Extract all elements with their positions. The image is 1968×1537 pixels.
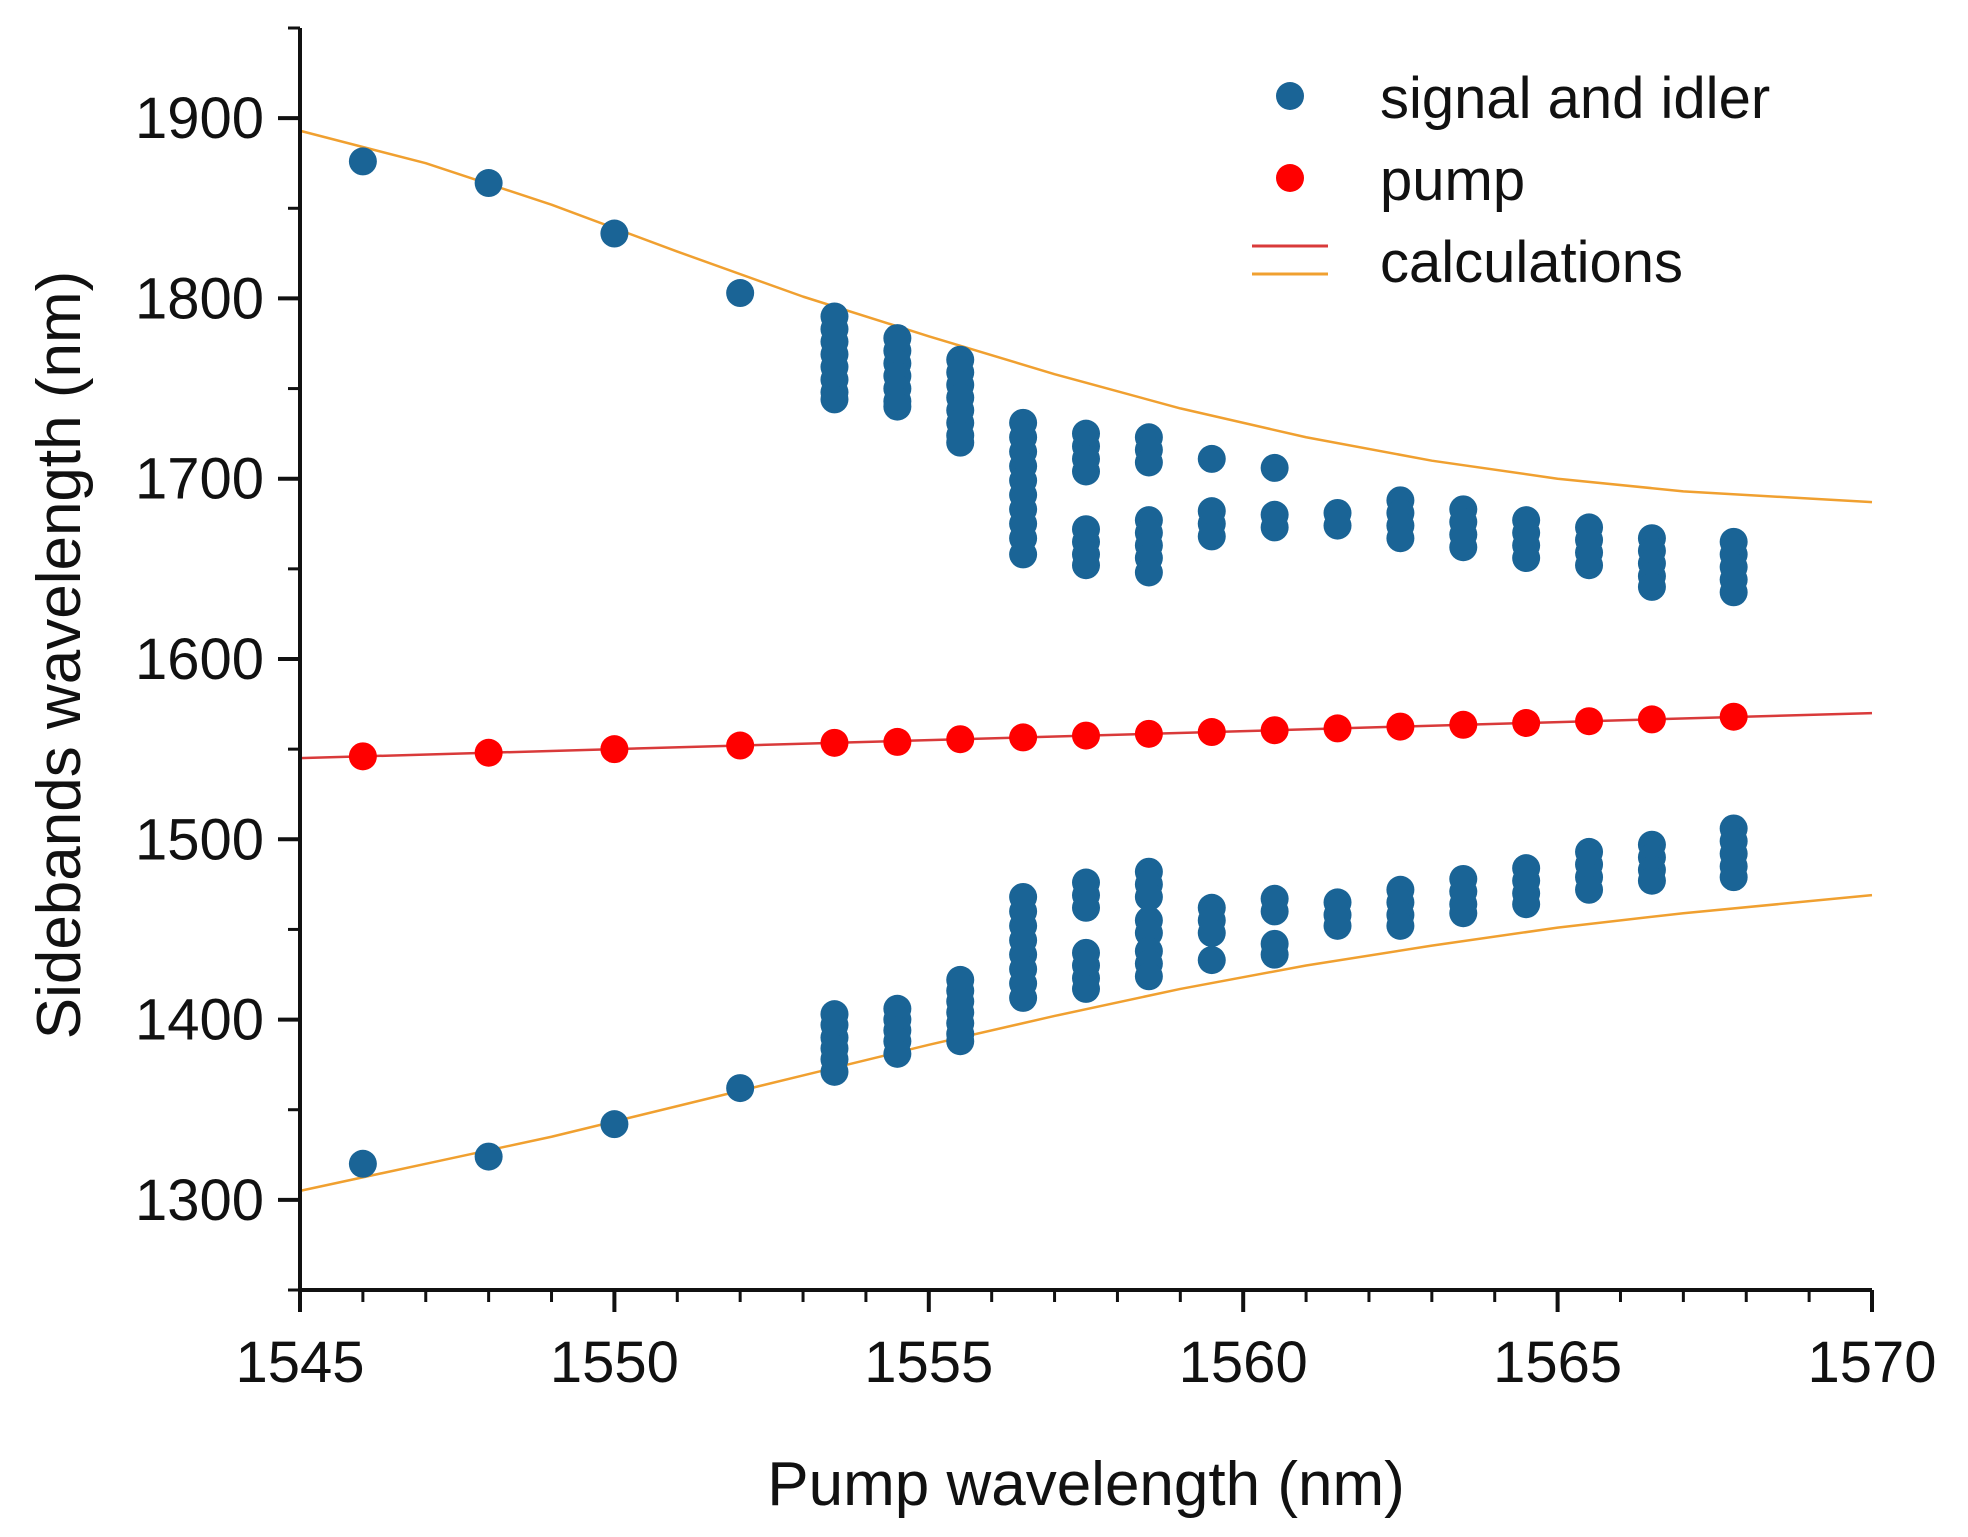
signal-idler-point xyxy=(1260,453,1289,482)
pump-point xyxy=(1323,714,1352,743)
signal-idler-point xyxy=(1197,946,1226,975)
signal-idler-point xyxy=(1197,522,1226,551)
signal-idler-point xyxy=(474,169,503,198)
x-tick-label: 1560 xyxy=(1179,1330,1308,1395)
signal-idler-point xyxy=(726,279,755,308)
axes xyxy=(298,28,1872,1292)
pump-point xyxy=(1009,723,1038,752)
pump-point xyxy=(820,728,849,757)
signal-idler-point xyxy=(474,1142,503,1171)
x-tick-label: 1565 xyxy=(1493,1330,1622,1395)
x-tick-label: 1570 xyxy=(1807,1330,1936,1395)
legend-label: calculations xyxy=(1380,230,1683,295)
signal-idler-point xyxy=(1197,444,1226,473)
signal-idler-point xyxy=(1072,893,1100,922)
pump-point xyxy=(1197,718,1226,747)
y-tick-label: 1500 xyxy=(135,807,264,872)
signal-idler-point xyxy=(1134,962,1163,991)
signal-idler-point xyxy=(1260,940,1289,969)
signal-idler-point xyxy=(1323,511,1352,540)
signal-idler-point xyxy=(883,1039,912,1068)
signal-idler-point xyxy=(1009,540,1038,569)
pump-point xyxy=(883,727,912,756)
x-tick-label: 1545 xyxy=(235,1330,364,1395)
signal-idler-point xyxy=(1134,882,1163,911)
signal-idler-point xyxy=(946,428,975,457)
data-points xyxy=(348,147,1748,1178)
signal-idler-point xyxy=(1260,513,1289,542)
legend-label: signal and idler xyxy=(1380,66,1770,131)
calculations-idler-line xyxy=(299,893,1873,1193)
signal-idler-point xyxy=(1072,974,1100,1003)
signal-idler-point xyxy=(1323,911,1352,940)
y-tick-label: 1300 xyxy=(135,1168,264,1233)
calculations-signal-line xyxy=(299,129,1873,504)
pump-point xyxy=(726,731,755,760)
pump-point xyxy=(600,735,629,764)
y-tick-label: 1900 xyxy=(135,86,264,151)
signal-idler-point xyxy=(820,1057,849,1086)
signal-idler-point xyxy=(1072,457,1100,486)
signal-idler-point xyxy=(946,1027,975,1056)
pump-point xyxy=(1134,719,1163,748)
signal-idler-point xyxy=(1637,866,1666,895)
x-tick-label: 1555 xyxy=(864,1330,993,1395)
signal-idler-point xyxy=(1072,551,1100,580)
pump-point xyxy=(1260,716,1289,745)
signal-idler-point xyxy=(1449,533,1478,562)
pump-point xyxy=(1575,707,1604,736)
legend-marker-pump xyxy=(1276,164,1304,192)
pump-point xyxy=(1512,709,1541,738)
signal-idler-point xyxy=(1719,863,1748,892)
pump-point xyxy=(1072,721,1100,750)
pump-point xyxy=(1719,702,1748,731)
signal-idler-point xyxy=(1719,578,1748,607)
signal-idler-point xyxy=(883,392,912,421)
y-tick-label: 1400 xyxy=(135,988,264,1053)
signal-idler-point xyxy=(348,1149,377,1178)
signal-idler-point xyxy=(348,147,377,176)
pump-point xyxy=(474,738,503,767)
signal-idler-point xyxy=(1134,448,1163,477)
signal-idler-point xyxy=(1197,919,1226,948)
signal-idler-point xyxy=(1512,544,1541,573)
signal-idler-point xyxy=(1386,911,1415,940)
x-tick-label: 1550 xyxy=(550,1330,679,1395)
signal-idler-point xyxy=(600,1110,629,1139)
y-axis-title: Sidebands wavelength (nm) xyxy=(25,271,94,1040)
pump-point xyxy=(1637,705,1666,734)
signal-idler-point xyxy=(600,219,629,248)
legend-label: pump xyxy=(1380,148,1525,213)
signal-idler-point xyxy=(1009,983,1038,1012)
pump-point xyxy=(1386,712,1415,741)
signal-idler-point xyxy=(1575,875,1604,904)
signal-idler-point xyxy=(726,1074,755,1103)
x-axis-title: Pump wavelength (nm) xyxy=(767,1450,1405,1519)
legend: signal and idler pump calculations xyxy=(1252,66,1770,295)
signal-idler-point xyxy=(1449,899,1478,928)
pump-point xyxy=(1449,710,1478,739)
y-tick-label: 1700 xyxy=(135,447,264,512)
pump-point xyxy=(348,742,377,771)
signal-idler-point xyxy=(1512,890,1541,919)
signal-idler-point xyxy=(1637,572,1666,601)
signal-idler-point xyxy=(1260,897,1289,926)
signal-idler-point xyxy=(1386,524,1415,553)
signal-idler-point xyxy=(820,385,849,414)
legend-marker-signal-idler xyxy=(1276,82,1304,110)
y-tick-label: 1600 xyxy=(135,627,264,692)
y-tick-label: 1800 xyxy=(135,266,264,331)
signal-idler-point xyxy=(1134,558,1163,587)
pump-point xyxy=(946,725,975,754)
signal-idler-point xyxy=(1575,551,1604,580)
ticks: 1545 1550 1555 1560 1565 1570 1300 1400 1500 1600… xyxy=(135,26,1937,1395)
